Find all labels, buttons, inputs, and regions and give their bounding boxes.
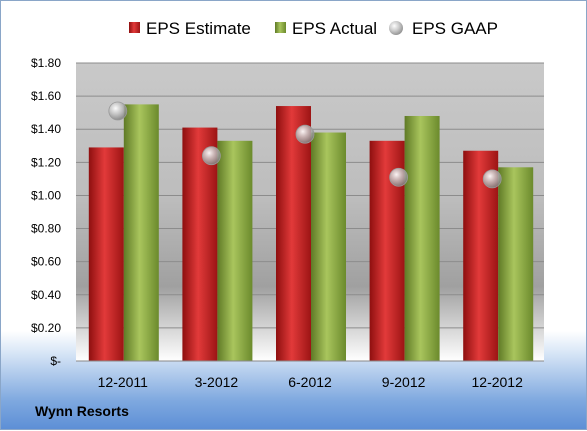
legend-label-eps-gaap: EPS GAAP (412, 19, 498, 38)
marker-eps-gaap (295, 124, 315, 144)
company-name: Wynn Resorts (35, 403, 129, 419)
legend-swatch-eps-actual (275, 22, 286, 33)
legend-label-eps-actual: EPS Actual (292, 19, 377, 38)
legend-swatch-eps-estimate (129, 22, 140, 33)
marker-eps-gaap (108, 101, 128, 121)
x-tick-label: 9-2012 (382, 374, 426, 390)
bar-eps-actual (498, 167, 534, 361)
bar-eps-actual (404, 115, 440, 361)
legend-label-eps-estimate: EPS Estimate (146, 19, 251, 38)
bar-eps-actual (311, 132, 346, 361)
bar-eps-actual (123, 104, 159, 361)
bar-eps-actual (217, 140, 253, 361)
marker-eps-gaap (201, 146, 221, 166)
bar-eps-estimate (276, 106, 311, 362)
y-tick-label: $0.60 (31, 255, 61, 269)
x-tick-label: 6-2012 (288, 374, 332, 390)
bar-eps-estimate (88, 147, 124, 361)
legend-item-eps-gaap: EPS GAAP (389, 19, 498, 38)
y-tick-label: $0.20 (31, 321, 61, 335)
marker-eps-gaap (482, 169, 502, 189)
y-axis-ticks: $- $0.20 $0.40 $0.60 $0.80 $1.00 $1.20 $1.40 $1.… (31, 56, 61, 368)
x-tick-label: 12-2012 (472, 374, 524, 390)
y-tick-label: $- (50, 354, 61, 368)
y-tick-label: $1.20 (31, 155, 61, 169)
legend-item-eps-estimate: EPS Estimate (129, 19, 251, 38)
x-axis-ticks: 12-2011 3-2012 6-2012 9-2012 12-2012 (98, 374, 523, 390)
gaap-markers (108, 101, 502, 189)
y-tick-label: $1.60 (31, 89, 61, 103)
bar-eps-estimate (182, 127, 218, 361)
y-tick-label: $0.80 (31, 222, 61, 236)
y-tick-label: $1.80 (31, 56, 61, 70)
x-tick-label: 12-2011 (98, 374, 149, 390)
legend-item-eps-actual: EPS Actual (275, 19, 377, 38)
y-tick-label: $1.00 (31, 188, 61, 202)
x-tick-label: 3-2012 (195, 374, 239, 390)
marker-eps-gaap (389, 167, 409, 187)
y-tick-label: $0.40 (31, 288, 61, 302)
bar-series (88, 104, 534, 362)
legend-swatch-eps-gaap (389, 21, 403, 35)
legend: EPS Estimate EPS Actual EPS GAAP (129, 19, 498, 38)
y-tick-label: $1.40 (31, 122, 61, 136)
